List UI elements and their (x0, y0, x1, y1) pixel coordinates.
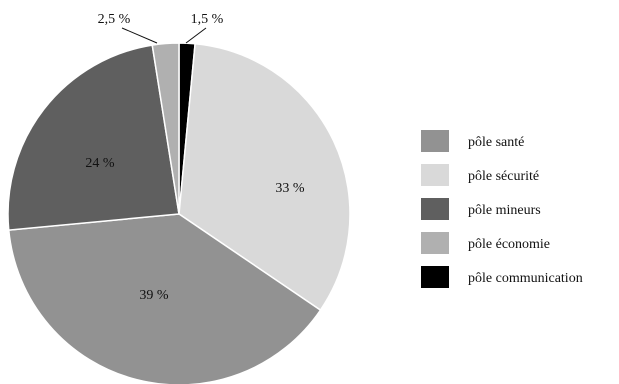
legend-item-pole-sante: pôle santé (421, 130, 524, 152)
legend-label-pole-securite: pôle sécurité (468, 169, 539, 184)
pie-slice-pole-economie (151, 42, 180, 215)
legend-label-pole-sante: pôle santé (468, 135, 524, 150)
legend-label-pole-economie: pôle économie (468, 237, 550, 252)
pie-labels: 1,5 % 33 % 39 % 24 % 2,5 % (85, 12, 305, 303)
legend-item-pole-economie: pôle économie (421, 232, 550, 254)
legend: pôle santé pôle sécurité pôle mineurs pôle … (421, 130, 583, 288)
callout-line-pole-communication (185, 27, 207, 44)
data-label-pole-securite: 33 % (275, 181, 305, 196)
legend-swatch-pole-sante (421, 130, 449, 152)
legend-label-pole-mineurs: pôle mineurs (468, 203, 541, 218)
pie-slice-pole-sante (7, 213, 322, 384)
data-label-pole-sante: 39 % (139, 288, 169, 303)
legend-item-pole-securite: pôle sécurité (421, 164, 539, 186)
callout-line-pole-economie (121, 27, 158, 44)
data-label-pole-economie: 2,5 % (98, 12, 131, 27)
legend-swatch-pole-securite (421, 164, 449, 186)
data-label-pole-mineurs: 24 % (85, 156, 115, 171)
legend-swatch-pole-economie (421, 232, 449, 254)
legend-item-pole-communication: pôle communication (421, 266, 583, 288)
legend-label-pole-communication: pôle communication (468, 271, 583, 286)
legend-swatch-pole-communication (421, 266, 449, 288)
pie-slices (7, 42, 351, 384)
legend-swatch-pole-mineurs (421, 198, 449, 220)
pie-slice-pole-mineurs (7, 44, 180, 231)
legend-item-pole-mineurs: pôle mineurs (421, 198, 541, 220)
pie-slice-pole-securite (178, 42, 351, 312)
data-label-pole-communication: 1,5 % (191, 12, 224, 27)
